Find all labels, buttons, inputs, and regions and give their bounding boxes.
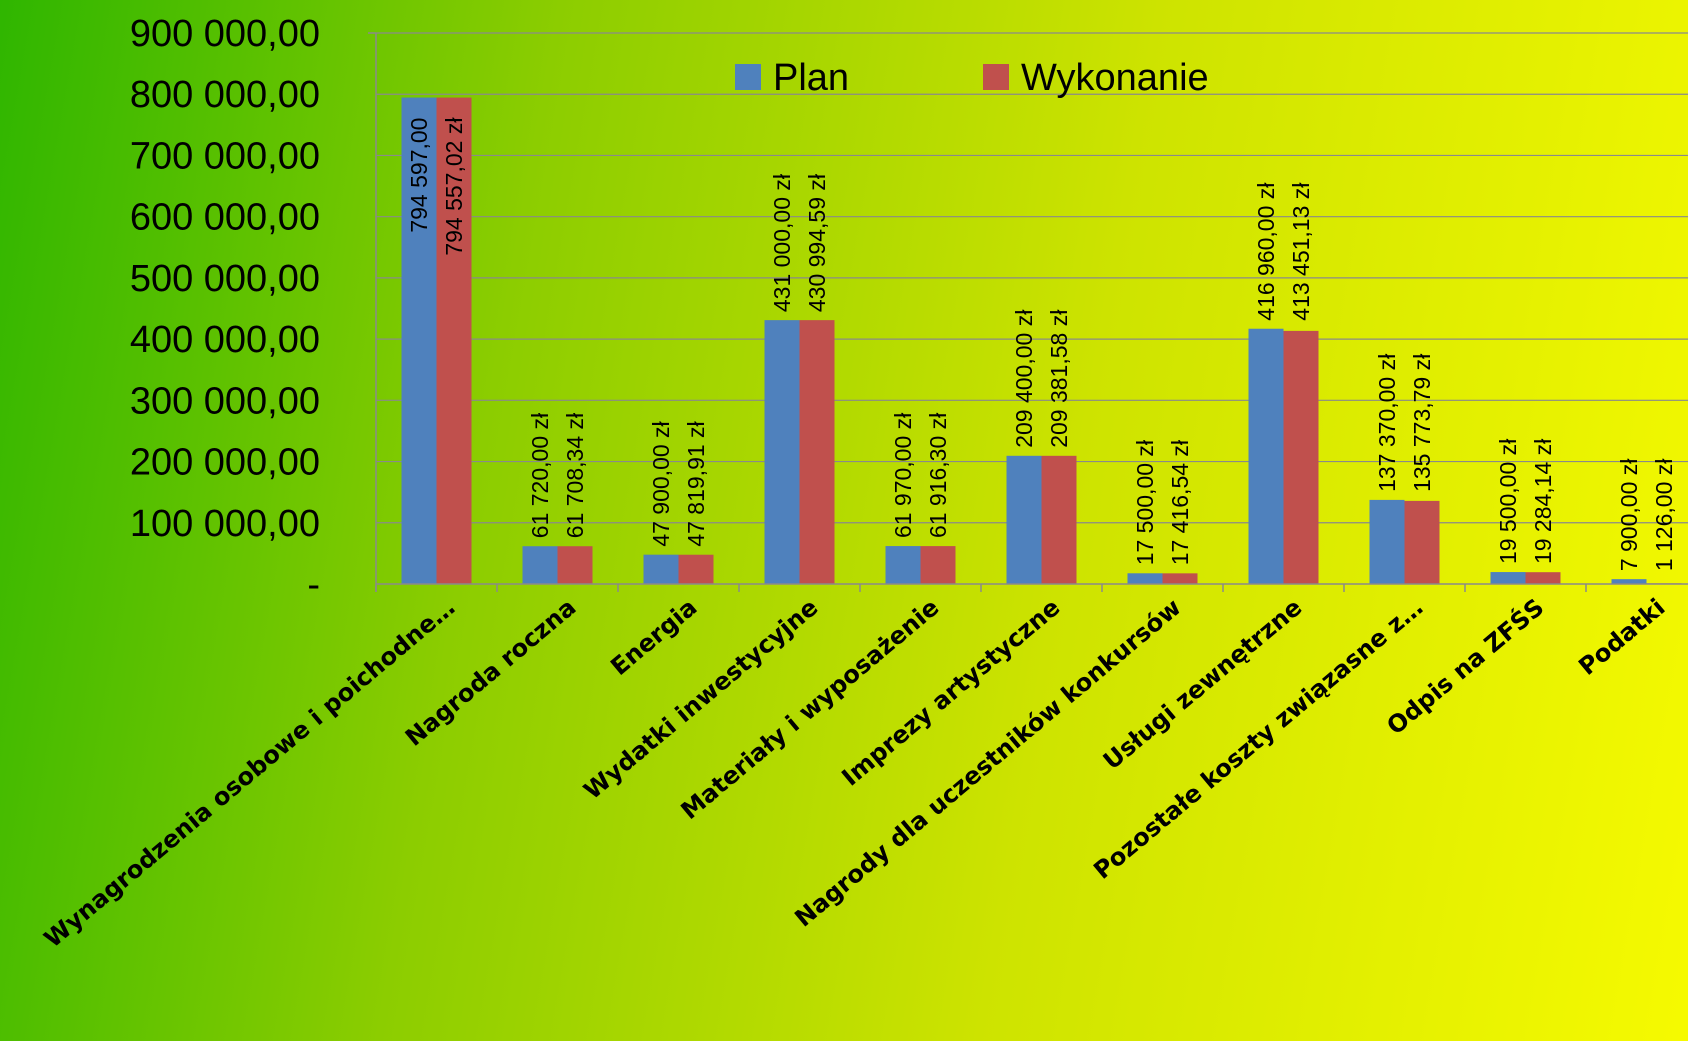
legend-label-plan: Plan (773, 57, 849, 99)
x-category-label: Podatki (1573, 593, 1670, 681)
bar-wykonanie (1525, 572, 1561, 584)
x-axis (375, 583, 1688, 592)
legend: Plan Wykonanie (735, 57, 1209, 99)
data-label-plan: 416 960,00 zł (1253, 183, 1279, 321)
legend-swatch-wykonanie (983, 64, 1009, 90)
bar-plan (643, 554, 679, 584)
data-label-wykonanie: 135 773,79 zł (1409, 354, 1435, 492)
data-label-wykonanie: 47 819,91 zł (683, 421, 709, 546)
bar-wykonanie (920, 546, 956, 584)
x-category-label: Materiały i wyposażenie (676, 593, 945, 825)
data-label-plan: 17 500,00 zł (1132, 440, 1158, 565)
bar-wykonanie (557, 546, 593, 584)
data-label-wykonanie: 794 557,02 zł (441, 118, 467, 256)
data-label-wykonanie: 413 451,13 zł (1288, 183, 1314, 321)
bar-wykonanie (1283, 330, 1319, 584)
data-label-wykonanie: 61 708,34 zł (562, 413, 588, 538)
x-category-label: Wydatki inwestycyjne (579, 593, 824, 805)
legend-swatch-plan (735, 64, 761, 90)
bars (401, 97, 1682, 585)
data-label-plan: 209 400,00 zł (1011, 310, 1037, 448)
data-label-plan: 794 597,00 (406, 118, 432, 233)
bar-plan (1006, 455, 1042, 584)
data-labels: 794 597,00 61 720,00 zł 47 900,00 zł 431 00… (406, 118, 1677, 572)
data-label-plan: 19 500,00 zł (1495, 439, 1521, 564)
bar-plan (1127, 573, 1163, 584)
bar-wykonanie (436, 97, 472, 584)
bar-plan (885, 546, 921, 584)
bar-plan (1490, 572, 1526, 584)
data-label-wykonanie: 1 126,00 zł (1651, 459, 1677, 572)
y-tick-label: 400 000,00 (130, 319, 320, 361)
data-label-plan: 61 970,00 zł (890, 413, 916, 538)
data-label-plan: 61 720,00 zł (527, 413, 553, 538)
y-tick-label: 600 000,00 (130, 197, 320, 239)
bar-plan (401, 97, 437, 584)
bar-wykonanie (1162, 573, 1198, 584)
y-tick-label: 100 000,00 (130, 503, 320, 545)
data-label-wykonanie: 209 381,58 zł (1046, 310, 1072, 448)
y-tick-label: 500 000,00 (130, 258, 320, 300)
data-label-wykonanie: 61 916,30 zł (925, 413, 951, 538)
grid-lines (376, 32, 1688, 524)
data-label-plan: 47 900,00 zł (648, 421, 674, 546)
bar-wykonanie (1404, 500, 1440, 584)
data-label-plan: 137 370,00 zł (1374, 354, 1400, 492)
y-tick-label: 800 000,00 (130, 74, 320, 116)
bar-plan (1248, 328, 1284, 584)
x-category-label: Energia (605, 593, 702, 681)
data-label-plan: 431 000,00 zł (769, 174, 795, 312)
bar-plan (1611, 579, 1647, 584)
y-tick-label: - (307, 564, 320, 606)
bar-plan (522, 546, 558, 584)
bar-wykonanie (799, 320, 835, 584)
y-tick-label: 200 000,00 (130, 442, 320, 484)
y-tick-label: 900 000,00 (130, 13, 320, 55)
legend-label-wykonanie: Wykonanie (1021, 57, 1209, 99)
x-category-label: Imprezy artystyczne (836, 593, 1065, 791)
bar-plan (764, 320, 800, 584)
y-tick-label: 700 000,00 (130, 135, 320, 177)
x-category-label: Usługi zewnętrzne (1098, 593, 1307, 775)
bar-wykonanie (1041, 455, 1077, 584)
y-axis: - 100 000,00 200 000,00 300 000,00 400 000,0… (130, 13, 377, 606)
data-label-plan: 7 900,00 zł (1616, 459, 1642, 572)
x-category-label: Wynagrodzenia osobowe i poichodne… (39, 593, 461, 953)
bar-plan (1369, 499, 1405, 584)
y-tick-label: 300 000,00 (130, 380, 320, 422)
data-label-wykonanie: 19 284,14 zł (1530, 439, 1556, 564)
data-label-wykonanie: 430 994,59 zł (804, 174, 830, 312)
category-labels: Wynagrodzenia osobowe i poichodne…Nagrod… (39, 592, 1671, 954)
bar-wykonanie (678, 554, 714, 584)
data-label-wykonanie: 17 416,54 zł (1167, 440, 1193, 565)
